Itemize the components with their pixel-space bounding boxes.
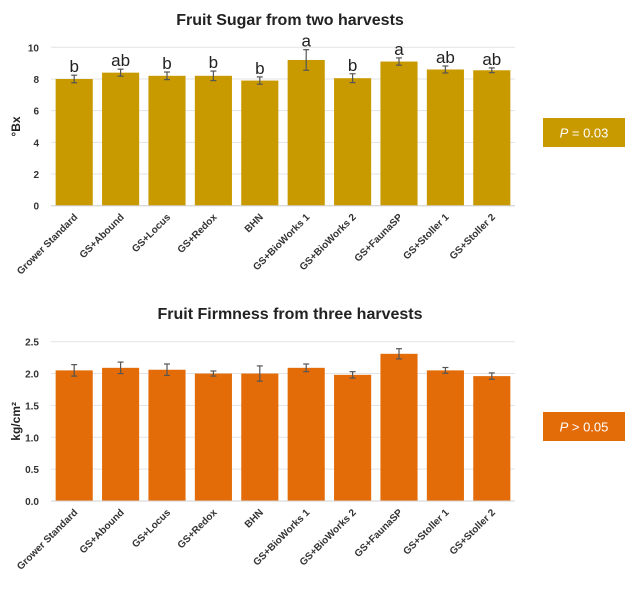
- bar: [102, 367, 140, 501]
- p-symbol: P: [560, 420, 569, 435]
- y-tick-label: 10: [28, 43, 40, 54]
- y-axis-label: kg/cm²: [9, 402, 23, 441]
- x-tick-label: GS+Abound: [78, 507, 127, 556]
- chart-title: Fruit Sugar from two harvests: [176, 12, 404, 29]
- bar: [426, 370, 464, 501]
- data-label: b: [209, 53, 218, 72]
- bar: [148, 75, 186, 206]
- chart-title: Fruit Firmness from three harvests: [158, 306, 423, 323]
- chart-2: Fruit Firmness from three harvests 0.0 0.5…: [9, 306, 625, 572]
- p-value-box: [543, 118, 625, 147]
- x-tick-label: GS+Stoller 1: [401, 212, 451, 262]
- p-symbol: P: [560, 126, 569, 141]
- bar: [55, 78, 93, 206]
- bar: [241, 80, 279, 206]
- x-tick-label: GS+Stoller 2: [448, 212, 498, 262]
- x-tick-label: GS+Stoller 1: [401, 507, 451, 557]
- x-tick-label: BHN: [243, 507, 266, 530]
- y-tick-label: 8: [33, 75, 39, 86]
- bar: [380, 353, 418, 501]
- x-tick-label: Grower Standard: [15, 507, 80, 572]
- y-tick-label: 2: [33, 170, 39, 181]
- data-label: ab: [436, 48, 455, 67]
- y-tick-label: 0.5: [25, 465, 39, 476]
- bar: [473, 376, 511, 501]
- bar: [380, 61, 418, 206]
- data-label: b: [162, 54, 171, 73]
- bar: [426, 69, 464, 206]
- data-label: b: [348, 56, 357, 75]
- x-tick-label: GS+Locus: [130, 507, 173, 550]
- y-tick-label: 2.5: [25, 338, 39, 349]
- y-tick-label: 1.0: [25, 433, 39, 444]
- bar: [287, 59, 325, 206]
- bar: [334, 374, 372, 501]
- p-value-annotation: P > 0.05: [560, 420, 609, 435]
- y-tick-label: 6: [33, 107, 39, 118]
- data-label: b: [255, 59, 264, 78]
- x-tick-label: GS+Locus: [130, 212, 173, 255]
- x-tick-label: GS+Redox: [176, 212, 220, 256]
- chart-1: Fruit Sugar from two harvests 0 2 4 6 8 10 °Bx b…: [9, 12, 625, 277]
- bar: [334, 78, 372, 206]
- bar: [241, 373, 279, 501]
- data-label: a: [301, 32, 311, 51]
- data-label: a: [394, 40, 404, 59]
- x-tick-label: Grower Standard: [15, 212, 80, 277]
- p-value-text: > 0.05: [568, 420, 608, 435]
- p-value-annotation: P = 0.03: [560, 126, 609, 141]
- y-tick-label: 0: [33, 202, 39, 213]
- y-tick-label: 1.5: [25, 401, 39, 412]
- y-axis-label: °Bx: [9, 116, 23, 136]
- bar: [55, 370, 93, 501]
- x-tick-label: GS+Stoller 2: [448, 507, 498, 557]
- bar: [287, 367, 325, 501]
- x-tick-label: GS+FaunaSP: [353, 507, 406, 560]
- bar: [148, 369, 186, 501]
- data-label: b: [69, 57, 78, 76]
- y-tick-label: 4: [33, 138, 39, 149]
- x-tick-label: GS+Abound: [78, 212, 127, 261]
- y-tick-label: 2.0: [25, 370, 39, 381]
- y-tick-label: 0.0: [25, 497, 39, 508]
- bar: [194, 373, 232, 501]
- data-label: ab: [111, 51, 130, 70]
- p-value-text: = 0.03: [568, 126, 608, 141]
- x-tick-label: GS+Redox: [176, 507, 220, 551]
- p-value-box: [543, 412, 625, 441]
- x-tick-label: GS+FaunaSP: [353, 212, 406, 265]
- bar: [473, 70, 511, 206]
- bar: [102, 72, 140, 206]
- bar: [194, 75, 232, 206]
- x-tick-label: BHN: [243, 212, 266, 235]
- data-label: ab: [482, 50, 501, 69]
